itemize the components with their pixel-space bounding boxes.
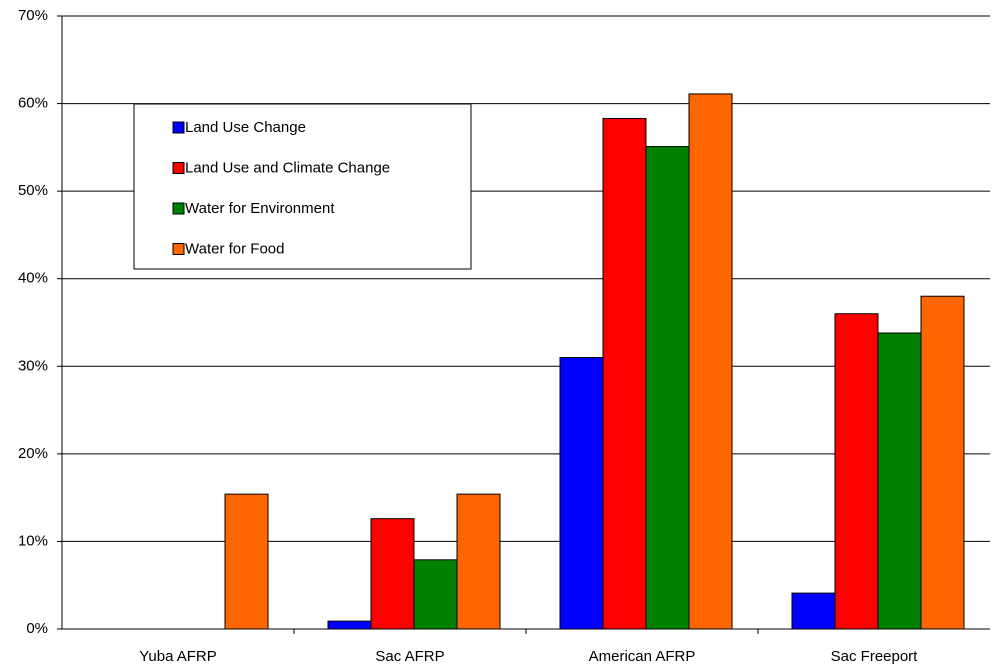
bar <box>456 493 501 630</box>
legend-swatch <box>172 202 185 215</box>
bar <box>877 332 922 630</box>
bar <box>688 93 733 630</box>
bar <box>413 559 458 630</box>
bar <box>559 357 604 630</box>
x-tick-label: American AFRP <box>589 648 696 665</box>
legend-swatch <box>172 243 185 255</box>
x-tick-label: Sac Freeport <box>831 648 919 665</box>
y-tick-label: 20% <box>18 445 48 462</box>
y-tick-label: 70% <box>18 7 48 24</box>
y-tick-label: 60% <box>18 95 48 112</box>
bar <box>370 518 415 630</box>
legend-box <box>133 103 472 270</box>
y-tick-label: 50% <box>18 182 48 199</box>
bar <box>327 620 372 630</box>
legend-label: Land Use and Climate Change <box>185 159 390 176</box>
legend-label: Water for Food <box>185 240 284 257</box>
legend-swatch <box>172 121 185 134</box>
y-tick-label: 10% <box>18 532 48 549</box>
bar <box>224 493 269 630</box>
x-tick-label: Yuba AFRP <box>139 648 217 665</box>
bar <box>791 592 836 630</box>
legend-label: Water for Environment <box>185 200 335 217</box>
y-tick-label: 40% <box>18 270 48 287</box>
x-tick-label: Sac AFRP <box>375 648 444 665</box>
bar <box>645 145 690 630</box>
bar <box>834 313 879 630</box>
legend-swatch <box>172 162 185 174</box>
legend-label: Land Use Change <box>185 119 306 136</box>
y-tick-label: 0% <box>26 620 48 637</box>
y-tick-label: 30% <box>18 357 48 374</box>
bar <box>602 117 647 630</box>
bar <box>920 295 965 630</box>
